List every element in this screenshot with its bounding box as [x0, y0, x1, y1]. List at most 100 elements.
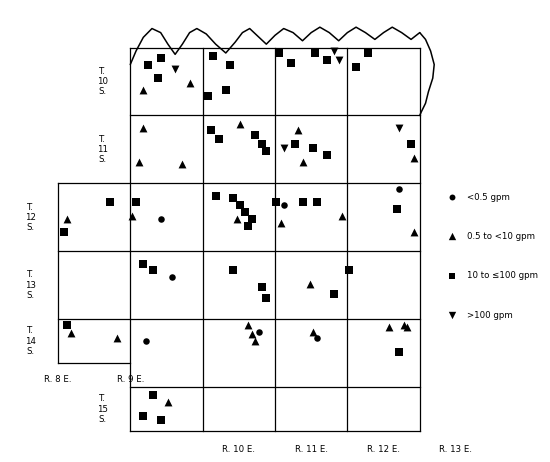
Point: [156, 215, 165, 223]
Point: [308, 328, 317, 335]
Text: R. 10 E.: R. 10 E.: [222, 445, 255, 454]
Point: [262, 147, 271, 154]
Point: [142, 337, 151, 345]
Point: [113, 334, 122, 342]
Point: [287, 59, 295, 66]
Point: [248, 331, 256, 338]
Point: [236, 201, 245, 209]
Text: 0.5 to <10 gpm: 0.5 to <10 gpm: [467, 232, 535, 241]
Point: [250, 131, 259, 138]
Point: [226, 61, 234, 68]
Point: [156, 54, 165, 61]
Point: [402, 324, 411, 331]
Point: [351, 63, 360, 70]
Point: [294, 127, 302, 134]
Text: T.
11
S.: T. 11 S.: [97, 134, 108, 164]
Point: [233, 215, 242, 223]
Point: [337, 213, 346, 220]
Point: [240, 208, 249, 216]
Point: [248, 215, 256, 223]
Point: [262, 294, 271, 301]
Point: [153, 74, 162, 82]
Point: [168, 274, 177, 281]
Point: [279, 201, 288, 209]
Text: 10 to ≤100 gpm: 10 to ≤100 gpm: [467, 271, 538, 280]
Point: [255, 328, 263, 335]
Point: [323, 151, 332, 158]
Point: [330, 47, 339, 55]
Point: [410, 229, 419, 236]
Point: [243, 321, 252, 328]
Text: T.
10
S.: T. 10 S.: [97, 67, 108, 97]
Point: [139, 412, 148, 419]
Point: [149, 267, 158, 274]
Point: [209, 52, 218, 60]
Point: [229, 195, 238, 202]
Point: [330, 290, 339, 297]
Point: [149, 392, 158, 399]
Point: [144, 61, 153, 68]
Point: [272, 199, 281, 206]
Point: [211, 192, 220, 200]
Point: [323, 56, 332, 63]
Point: [67, 329, 75, 337]
Text: R. 11 E.: R. 11 E.: [295, 445, 328, 454]
Point: [448, 311, 456, 319]
Text: R. 9 E.: R. 9 E.: [117, 375, 144, 384]
Point: [305, 280, 314, 288]
Point: [310, 49, 319, 57]
Point: [279, 145, 288, 152]
Point: [392, 206, 401, 213]
Point: [139, 260, 148, 267]
Point: [395, 185, 404, 193]
Point: [243, 222, 252, 229]
Point: [308, 145, 317, 152]
Point: [139, 124, 148, 131]
Text: T.
15
S.: T. 15 S.: [97, 394, 108, 424]
Point: [257, 140, 266, 148]
Point: [448, 233, 456, 240]
Point: [298, 158, 307, 165]
Point: [385, 324, 394, 331]
Point: [410, 154, 419, 161]
Point: [344, 267, 353, 274]
Point: [395, 124, 404, 131]
Point: [170, 66, 179, 73]
Text: >100 gpm: >100 gpm: [467, 311, 513, 320]
Point: [178, 161, 187, 168]
Text: <0.5 gpm: <0.5 gpm: [467, 193, 510, 201]
Point: [207, 127, 216, 134]
Point: [156, 416, 165, 424]
Point: [298, 199, 307, 206]
Point: [312, 334, 321, 342]
Point: [312, 199, 321, 206]
Point: [229, 267, 238, 274]
Point: [274, 49, 283, 57]
Text: R. 8 E.: R. 8 E.: [44, 375, 72, 384]
Point: [257, 283, 266, 291]
Text: T.
14
S.: T. 14 S.: [25, 326, 36, 356]
Text: R. 13 E.: R. 13 E.: [439, 445, 472, 454]
Point: [277, 219, 285, 226]
Point: [185, 79, 194, 86]
Point: [62, 321, 71, 328]
Point: [448, 193, 456, 201]
Point: [62, 215, 71, 223]
Text: R. 12 E.: R. 12 E.: [367, 445, 400, 454]
Point: [127, 213, 136, 220]
Point: [395, 348, 404, 356]
Point: [236, 120, 245, 128]
Point: [363, 49, 372, 57]
Text: T.
12
S.: T. 12 S.: [25, 202, 36, 232]
Point: [214, 135, 223, 143]
Point: [334, 56, 343, 63]
Point: [59, 229, 68, 236]
Point: [131, 199, 140, 206]
Point: [163, 399, 172, 406]
Point: [291, 140, 300, 148]
Point: [222, 86, 230, 93]
Text: T.
13
S.: T. 13 S.: [25, 270, 36, 300]
Point: [448, 272, 456, 280]
Point: [139, 86, 148, 93]
Point: [399, 321, 408, 328]
